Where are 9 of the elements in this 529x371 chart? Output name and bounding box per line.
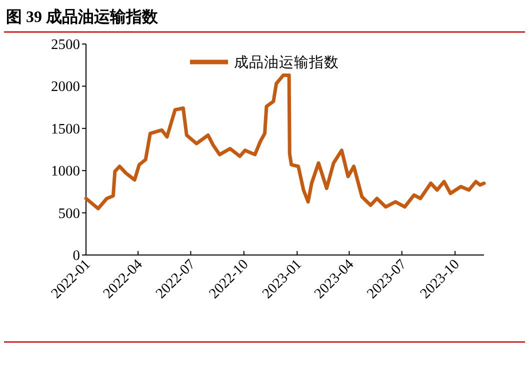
y-tick-label: 1500 <box>51 121 80 138</box>
legend-label: 成品油运输指数 <box>234 54 339 71</box>
y-tick-label: 2500 <box>51 37 80 53</box>
y-tick-label: 2000 <box>51 79 80 96</box>
y-tick-label: 0 <box>72 248 80 264</box>
y-tick-label: 500 <box>58 206 80 222</box>
y-tick-label: 1000 <box>51 164 80 180</box>
line-series <box>84 73 486 210</box>
chart-title: 图 39 成品油运输指数 <box>6 8 159 26</box>
